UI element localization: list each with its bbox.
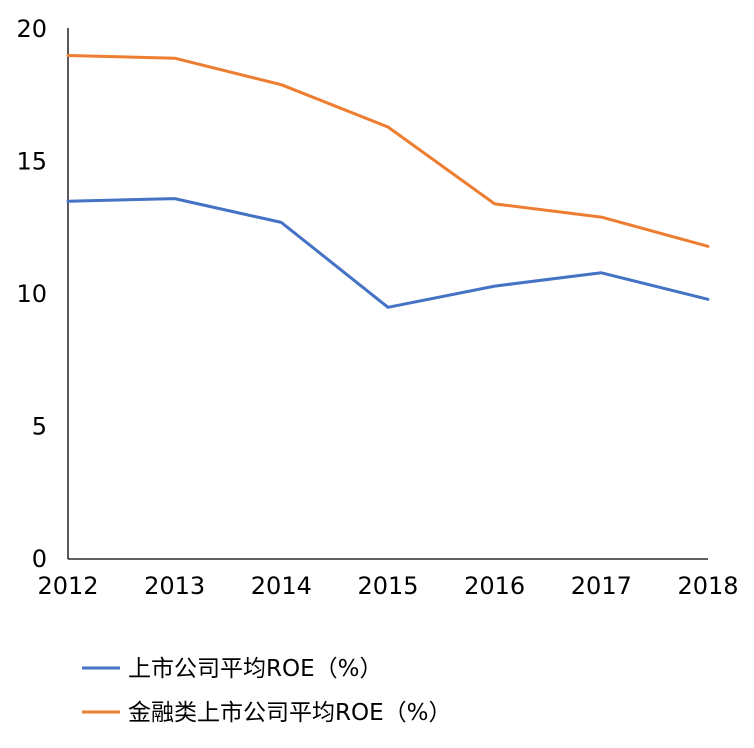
y-tick-label: 5 (32, 413, 47, 441)
x-tick-label: 2015 (357, 572, 418, 600)
y-tick-label: 0 (32, 545, 47, 573)
series-line-0 (68, 199, 708, 308)
tick-labels: 0 5 10 15 20 2012 2013 2014 2015 2016 2017 2018 (16, 15, 738, 600)
legend-label: 金融类上市公司平均ROE（%） (128, 700, 451, 726)
x-tick-label: 2018 (677, 572, 738, 600)
legend: 上市公司平均ROE（%） 金融类上市公司平均ROE（%） (82, 656, 451, 726)
x-tick-label: 2012 (37, 572, 98, 600)
x-tick-label: 2014 (251, 572, 312, 600)
x-tick-label: 2013 (144, 572, 205, 600)
axes (68, 28, 708, 559)
y-tick-label: 15 (16, 148, 47, 176)
x-tick-label: 2016 (464, 572, 525, 600)
x-tick-label: 2017 (571, 572, 632, 600)
y-tick-label: 20 (16, 15, 47, 43)
y-tick-label: 10 (16, 280, 47, 308)
series-line-1 (68, 56, 708, 247)
legend-label: 上市公司平均ROE（%） (128, 656, 382, 682)
series-lines (68, 55, 708, 307)
